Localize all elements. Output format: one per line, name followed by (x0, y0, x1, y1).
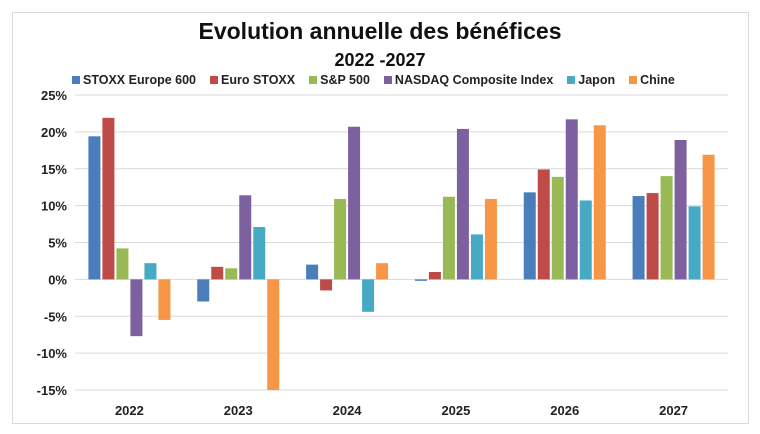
x-tick-label: 2026 (550, 403, 579, 418)
legend-item: Chine (629, 73, 675, 87)
chart-subtitle: 2022 -2027 (334, 50, 426, 70)
chart-title: Evolution annuelle des bénéfices (198, 18, 562, 44)
legend-label: S&P 500 (320, 73, 370, 87)
legend-label: NASDAQ Composite Index (394, 73, 554, 87)
x-tick-label: 2022 (115, 403, 144, 418)
bar-nasdaq-composite-index-2027 (674, 139, 687, 280)
legend: STOXX Europe 600 Euro STOXX S&P 500 NASDAQ … (72, 73, 675, 87)
bar-stoxx-europe-600-2027 (632, 196, 645, 280)
bar-nasdaq-composite-index-2026 (565, 119, 578, 280)
legend-swatch (210, 76, 219, 84)
y-tick-label: 5% (48, 236, 67, 251)
bar-nasdaq-composite-index-2025 (456, 128, 469, 280)
bar-chine-2022 (158, 279, 171, 320)
bar-japon-2027 (688, 206, 701, 280)
bar-stoxx-europe-600-2024 (306, 264, 319, 280)
y-tick-label: 15% (41, 162, 67, 177)
bar-euro-stoxx-2023 (211, 266, 224, 280)
x-tick-label: 2023 (224, 403, 253, 418)
legend-item: STOXX Europe 600 (72, 73, 196, 87)
chart-frame (12, 12, 749, 424)
legend-label: Euro STOXX (221, 73, 296, 87)
bar-euro-stoxx-2025 (428, 272, 441, 280)
y-tick-label: 25% (41, 88, 67, 103)
y-tick-label: -15% (37, 383, 68, 398)
bar-euro-stoxx-2022 (102, 117, 115, 280)
y-tick-label: 20% (41, 125, 67, 140)
bar-japon-2024 (362, 279, 375, 312)
bar-japon-2025 (470, 234, 483, 280)
legend-swatch (72, 76, 80, 84)
bar-s-p-500-2025 (442, 196, 455, 280)
legend-swatch (309, 76, 318, 84)
y-tick-label: 0% (48, 272, 67, 287)
bar-s-p-500-2023 (225, 268, 238, 280)
legend-label: Chine (640, 73, 675, 87)
bar-euro-stoxx-2024 (320, 279, 333, 291)
legend-swatch (567, 76, 576, 84)
bar-euro-stoxx-2026 (537, 169, 550, 280)
legend-item: Euro STOXX (210, 73, 295, 87)
x-tick-label: 2024 (333, 403, 363, 418)
bar-s-p-500-2024 (334, 198, 347, 280)
bar-stoxx-europe-600-2022 (88, 136, 101, 280)
x-tick-label: 2027 (659, 403, 688, 418)
bar-japon-2026 (579, 200, 592, 280)
bar-nasdaq-composite-index-2023 (239, 195, 252, 280)
bar-stoxx-europe-600-2026 (523, 192, 536, 280)
y-tick-label: 10% (41, 199, 67, 214)
legend-label: STOXX Europe 600 (83, 73, 197, 87)
bar-chine-2027 (702, 154, 715, 280)
bar-chine-2025 (484, 198, 497, 280)
legend-item: S&P 500 (309, 73, 370, 87)
bar-stoxx-europe-600-2023 (197, 279, 210, 302)
bar-japon-2022 (144, 263, 157, 280)
bar-euro-stoxx-2027 (646, 193, 659, 280)
legend-item: Japon (567, 73, 615, 87)
bar-s-p-500-2027 (660, 176, 673, 280)
bar-chine-2024 (376, 263, 389, 280)
bar-nasdaq-composite-index-2024 (348, 126, 361, 280)
y-tick-label: -10% (37, 346, 68, 361)
legend-swatch (383, 76, 392, 84)
bar-stoxx-europe-600-2025 (414, 279, 427, 281)
bar-nasdaq-composite-index-2022 (130, 279, 143, 337)
bar-japon-2023 (253, 227, 266, 280)
bar-s-p-500-2022 (116, 248, 129, 280)
x-tick-label: 2025 (441, 403, 470, 418)
y-tick-label: -5% (44, 309, 68, 324)
legend-swatch (629, 76, 638, 84)
bar-s-p-500-2026 (551, 176, 564, 280)
bar-chine-2023 (267, 279, 280, 390)
legend-label: Japon (578, 73, 616, 87)
bar-chine-2026 (593, 125, 606, 280)
legend-item: NASDAQ Composite Index (383, 73, 554, 87)
